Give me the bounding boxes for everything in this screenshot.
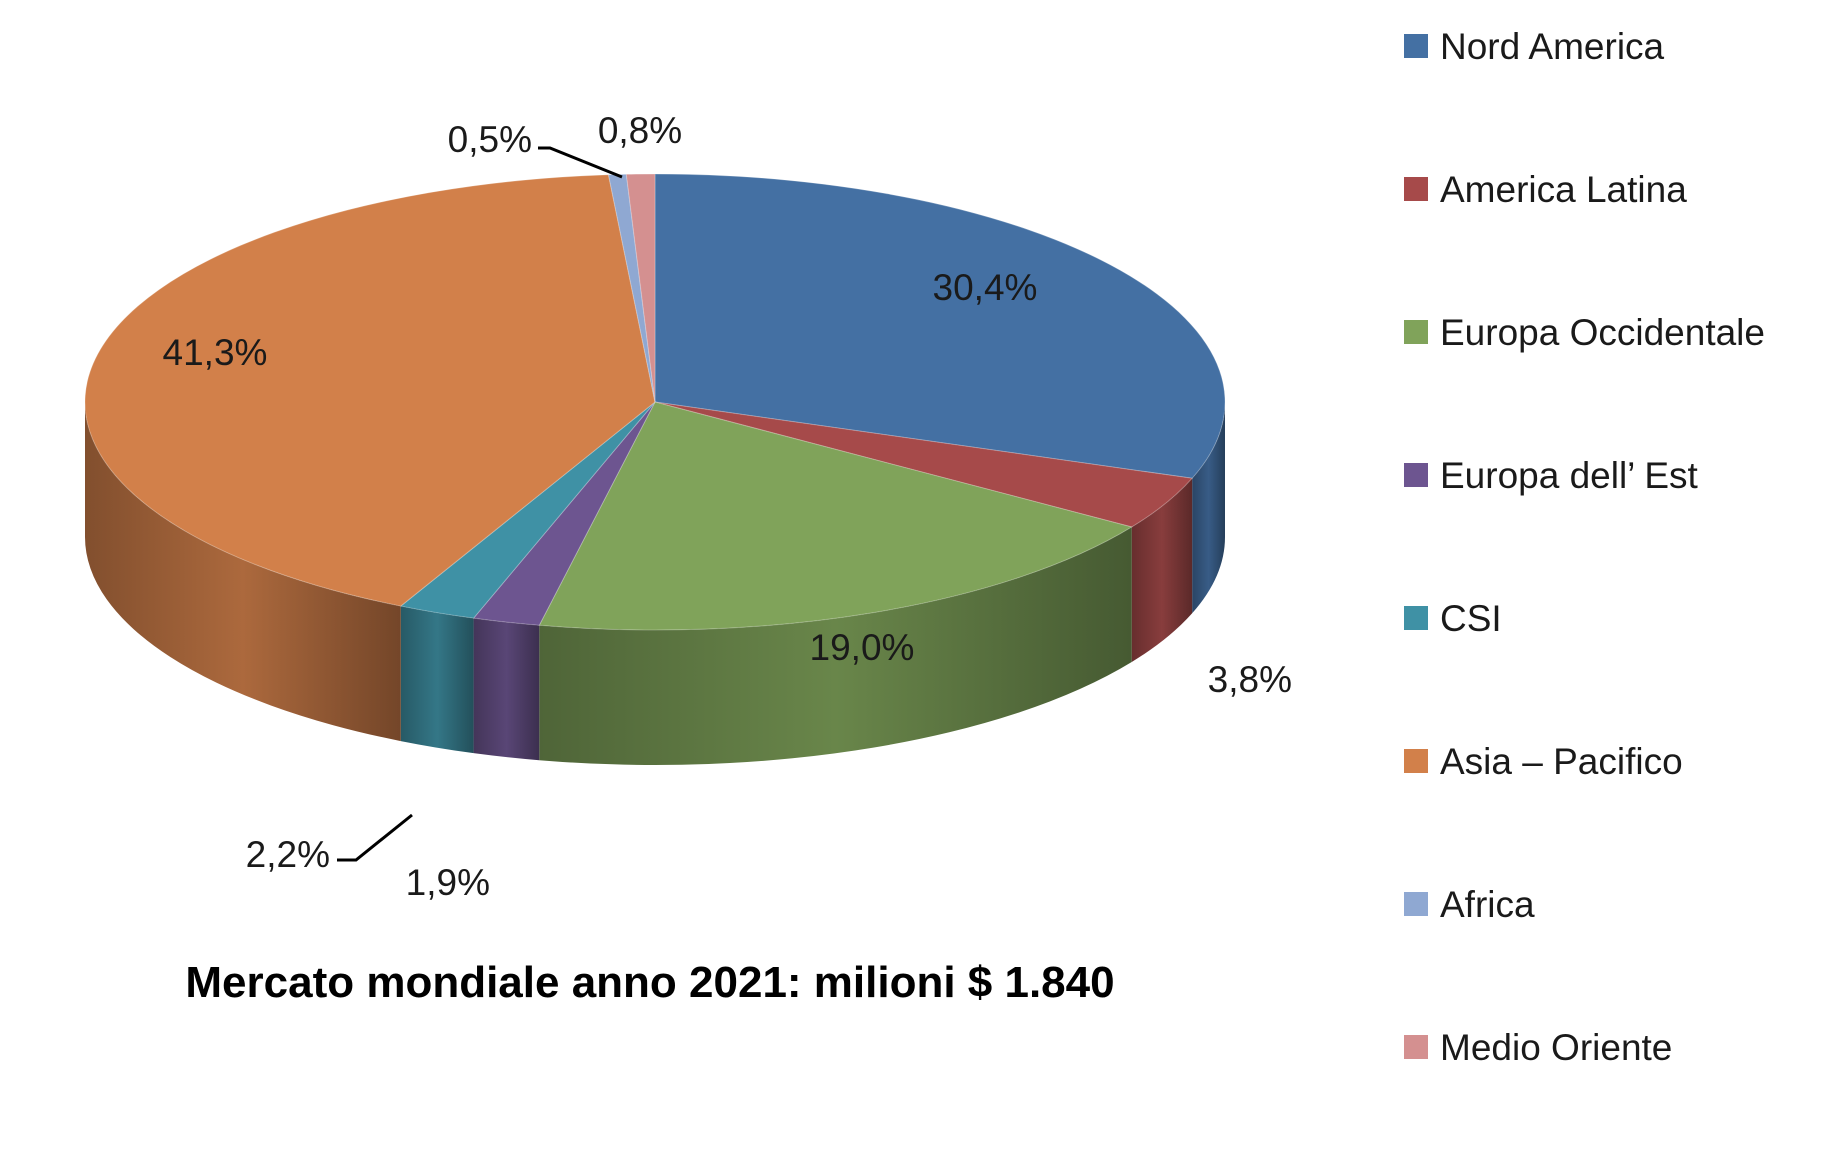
legend-label-america-latina: America Latina [1440, 169, 1687, 210]
pie-slice-asia-pacifico [84, 174, 656, 607]
pie-slice-america-latina [654, 401, 1194, 528]
legend-item-europa-occidentale: Europa Occidentale [1404, 312, 1765, 353]
legend-swatch-nord-america [1404, 34, 1428, 58]
legend-item-america-latina: America Latina [1404, 169, 1687, 210]
legend-swatch-europa-dell-est [1404, 463, 1428, 487]
pie-sides [85, 402, 1225, 765]
legend-item-nord-america: Nord America [1404, 26, 1665, 67]
pie-side-nord-america [1192, 402, 1225, 614]
legend-label-csi: CSI [1440, 598, 1502, 639]
legend-item-europa-dell-est: Europa dell’ Est [1404, 455, 1698, 496]
pie-side-europa-dell-est [473, 618, 540, 761]
pie-tops [84, 173, 1226, 631]
leader-line-africa [538, 146, 623, 179]
legend-item-medio-oriente: Medio Oriente [1404, 1027, 1672, 1068]
slice-label-america-latina: 3,8% [1208, 659, 1292, 700]
label-leader-lines [337, 146, 623, 862]
slice-label-csi: 2,2% [246, 834, 330, 875]
legend-label-nord-america: Nord America [1440, 26, 1665, 67]
pie-slice-europa-occidentale [538, 401, 1133, 631]
slice-label-africa: 0,5% [448, 119, 532, 160]
slice-label-nord-america: 30,4% [933, 267, 1038, 308]
pie-slice-europa-dell-est [472, 401, 656, 626]
pie-slice-csi [399, 401, 656, 619]
slice-label-asia-pacifico: 41,3% [163, 332, 268, 373]
pie-side-europa-occidentale [539, 526, 1132, 765]
chart-title: Mercato mondiale anno 2021: milioni $ 1.… [185, 958, 1114, 1007]
legend-label-medio-oriente: Medio Oriente [1440, 1027, 1672, 1068]
pie-slice-medio-oriente [625, 173, 656, 403]
legend-swatch-europa-occidentale [1404, 320, 1428, 344]
leader-line-csi [337, 813, 413, 862]
legend-swatch-asia-pacifico [1404, 749, 1428, 773]
legend-label-asia-pacifico: Asia – Pacifico [1440, 741, 1683, 782]
legend-label-europa-dell-est: Europa dell’ Est [1440, 455, 1698, 496]
legend-swatch-america-latina [1404, 177, 1428, 201]
pie-side-csi [400, 606, 474, 754]
pie-slice-nord-america [654, 173, 1226, 479]
legend: Nord America America Latina Europa Occiden… [1404, 26, 1765, 1068]
legend-label-africa: Africa [1440, 884, 1535, 925]
pie-side-asia-pacifico [85, 402, 401, 742]
slice-labels: 30,4% 3,8% 19,0% 1,9% 2,2% 41,3% 0,5% 0,8% [163, 110, 1292, 903]
legend-swatch-africa [1404, 892, 1428, 916]
legend-label-europa-occidentale: Europa Occidentale [1440, 312, 1765, 353]
slice-label-europa-occidentale: 19,0% [810, 627, 915, 668]
legend-item-asia-pacifico: Asia – Pacifico [1404, 741, 1683, 782]
legend-swatch-csi [1404, 606, 1428, 630]
legend-item-csi: CSI [1404, 598, 1502, 639]
slice-label-medio-oriente: 0,8% [598, 110, 682, 151]
slice-label-europa-dell-est: 1,9% [406, 862, 490, 903]
legend-item-africa: Africa [1404, 884, 1535, 925]
legend-swatch-medio-oriente [1404, 1035, 1428, 1059]
pie-side-america-latina [1131, 478, 1193, 662]
